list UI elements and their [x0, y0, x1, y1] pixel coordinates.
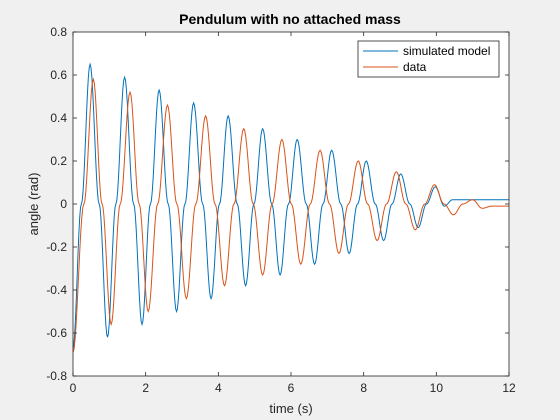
y-axis-label: angle (rad): [26, 173, 41, 236]
y-tick-label: 0.6: [50, 68, 67, 82]
series-line-data: [72, 77, 509, 353]
legend-label-data: data: [403, 60, 427, 74]
legend: simulated model data: [357, 40, 500, 78]
chart-title: Pendulum with no attached mass: [179, 11, 401, 27]
y-tick-label: -0.6: [46, 326, 67, 340]
y-tick-label: 0.2: [50, 154, 67, 168]
x-tick-label: 10: [430, 381, 444, 395]
x-tick-label: 6: [288, 381, 295, 395]
y-tick-label: -0.4: [46, 283, 67, 297]
y-tick-label: 0: [60, 197, 67, 211]
series-layer: [72, 62, 509, 353]
x-tick-label: 4: [215, 381, 222, 395]
x-tick-label: 0: [70, 381, 77, 395]
legend-box: [357, 40, 500, 78]
axes-layer: 0 2 4 6 8 10 12 -0.8 -0.6 -0.4 -0.2 0 0.2 0.4 0.6 0.8: [46, 25, 516, 395]
series-line-simulated-model: [72, 62, 509, 349]
y-tick-label: 0.8: [50, 25, 67, 39]
x-axis-label: time (s): [269, 401, 312, 416]
legend-label-simulated-model: simulated model: [403, 44, 490, 58]
y-tick-label: 0.4: [50, 111, 67, 125]
x-tick-label: 8: [360, 381, 367, 395]
y-tick-label: -0.2: [46, 240, 67, 254]
x-tick-label: 12: [502, 381, 516, 395]
y-tick-label: -0.8: [46, 369, 67, 383]
x-tick-label: 2: [142, 381, 149, 395]
